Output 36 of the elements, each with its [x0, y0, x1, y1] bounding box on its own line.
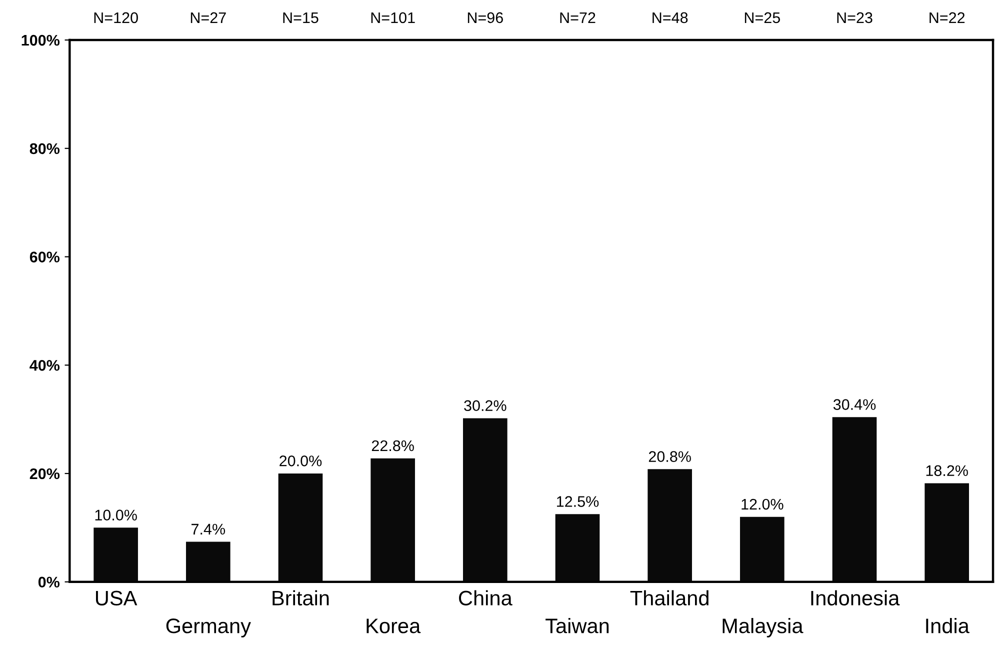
y-tick-label: 60% [30, 252, 60, 262]
text: N=48 [652, 12, 688, 24]
y-tick-label: 20% [30, 468, 60, 480]
text: N=15 [283, 12, 318, 24]
text: N=25 [744, 12, 780, 24]
data-label: 20.0% [280, 455, 322, 466]
text: N=101 [371, 12, 415, 24]
x-tick-label: China [459, 590, 512, 606]
x-tick-label: Malaysia [722, 618, 804, 638]
text: N=27 [190, 12, 226, 23]
x-tick-label: USA [96, 590, 138, 606]
text: N=120 [94, 12, 138, 24]
x-tick-label: Taiwan [546, 618, 609, 634]
x-tick-label: Korea [366, 618, 421, 634]
text: N=72 [560, 12, 596, 23]
text: N=23 [837, 12, 872, 24]
data-label: 12.5% [557, 496, 599, 507]
data-label: 30.4% [833, 399, 876, 410]
x-tick-label: Germany [166, 618, 251, 638]
x-tick-label: Indonesia [811, 590, 900, 606]
y-tick-label: 80% [30, 143, 60, 154]
x-tick-label: Britain [272, 590, 329, 606]
data-label: 18.2% [926, 465, 968, 476]
data-label: 7.4% [192, 524, 226, 535]
data-label: 20.8% [648, 451, 691, 462]
data-label: 22.8% [372, 440, 414, 452]
x-tick-label: India [926, 618, 970, 634]
y-tick-label: 40% [30, 360, 60, 371]
data-label: 10.0% [95, 510, 137, 520]
x-tick-label: Thailand [630, 590, 708, 606]
y-tick-label: 100% [22, 34, 60, 46]
data-label: 12.0% [742, 498, 784, 510]
y-tick-label: 0% [38, 576, 60, 588]
text: N=96 [468, 12, 503, 24]
text: N=22 [930, 12, 965, 23]
data-label: 30.2% [464, 400, 506, 412]
